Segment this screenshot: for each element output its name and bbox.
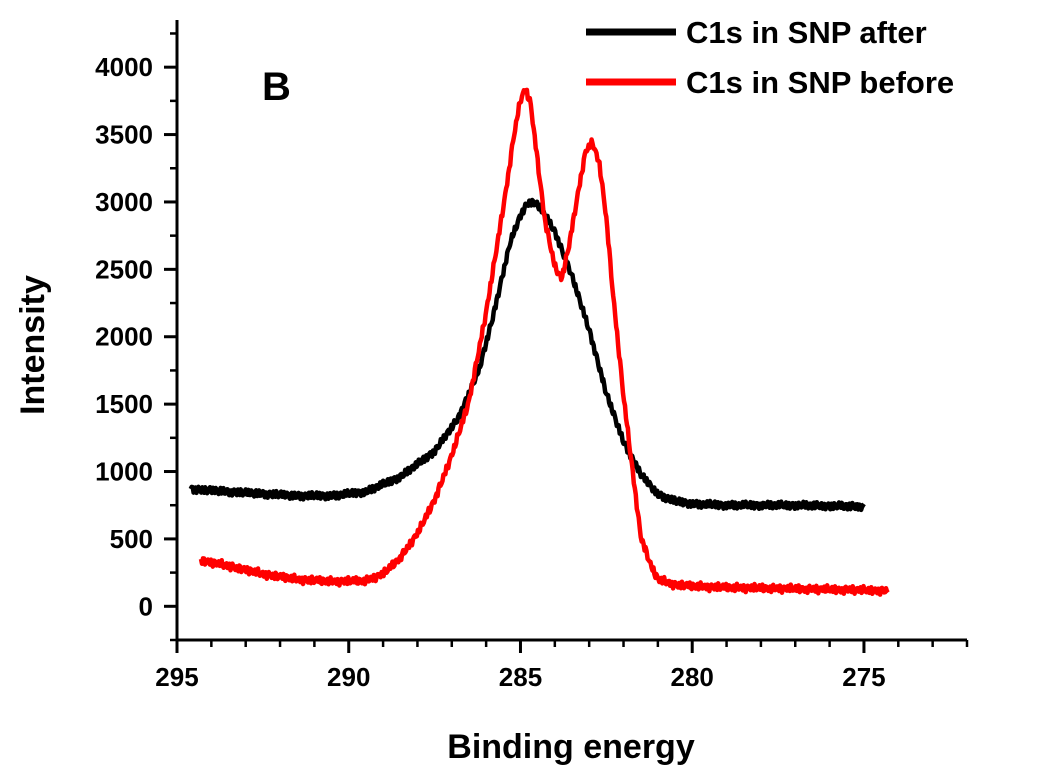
legend-label-before: C1s in SNP before [686, 65, 954, 100]
series-line-before [198, 87, 890, 597]
y-tick-label: 3000 [95, 187, 153, 217]
x-tick-label: 290 [327, 662, 370, 692]
panel-label: B [262, 65, 291, 109]
y-axis-title: Intensity [14, 275, 52, 415]
y-tick-label: 1000 [95, 457, 153, 487]
x-tick-label: 280 [671, 662, 714, 692]
tick-marks [164, 32, 969, 653]
y-tick-label: 2000 [95, 322, 153, 352]
x-tick-label: 295 [155, 662, 198, 692]
legend-label-after: C1s in SNP after [686, 15, 927, 50]
series-line-after [188, 197, 866, 513]
tick-labels: 295 290 285 280 275 0 500 1000 1500 2000 2500 3000 3… [95, 52, 885, 692]
x-axis-title: Binding energy [447, 728, 695, 766]
y-tick-label: 500 [110, 524, 153, 554]
y-tick-label: 3500 [95, 120, 153, 150]
axes-frame [175, 20, 967, 642]
legend: C1s in SNP after C1s in SNP before [586, 15, 954, 100]
y-tick-label: 0 [139, 591, 153, 621]
x-tick-label: 275 [842, 662, 885, 692]
series-layer [188, 87, 890, 597]
x-tick-label: 285 [499, 662, 542, 692]
y-tick-label: 2500 [95, 254, 153, 284]
y-tick-label: 4000 [95, 52, 153, 82]
y-tick-label: 1500 [95, 389, 153, 419]
